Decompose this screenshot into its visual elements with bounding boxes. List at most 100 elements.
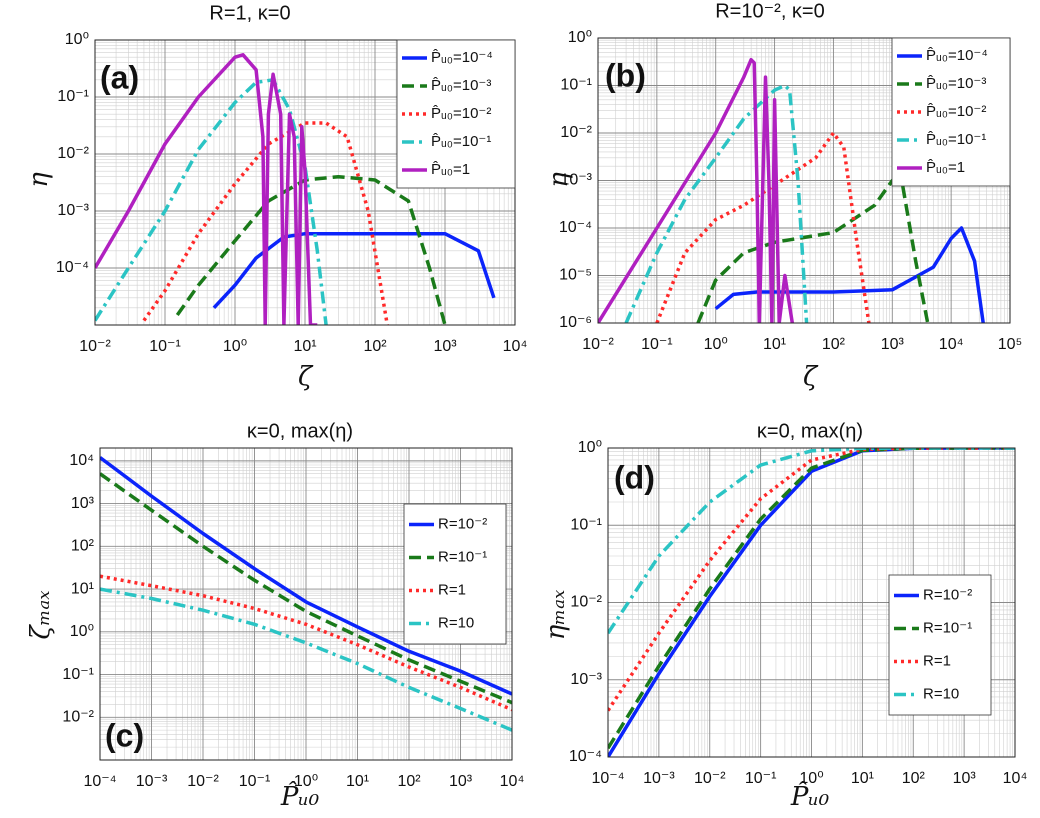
x-tick-label: 10⁻¹ bbox=[239, 773, 271, 790]
x-tick-label: 10⁻³ bbox=[643, 770, 675, 787]
legend: P̂ᵤ₀=10⁻⁴ P̂ᵤ₀=10⁻³ P̂ᵤ₀=10⁻² P̂ᵤ₀=10⁻¹ P̂ᵤ₀… bbox=[396, 39, 516, 189]
x-tick-label: 10² bbox=[822, 336, 846, 353]
series-line bbox=[714, 226, 985, 323]
legend-label: R=10 bbox=[438, 614, 474, 631]
y-axis-label: η bbox=[24, 172, 54, 188]
y-tick-label: 10⁻³ bbox=[560, 172, 592, 189]
series-line bbox=[696, 178, 930, 323]
x-axis-label: ζ bbox=[803, 362, 819, 392]
x-tick-label: 10⁻³ bbox=[136, 773, 168, 790]
x-tick-label: 10⁻¹ bbox=[641, 336, 673, 353]
x-tick-label: 10³ bbox=[953, 770, 977, 787]
plot-frame bbox=[99, 447, 513, 761]
series-line bbox=[100, 456, 512, 696]
series-line bbox=[212, 231, 496, 309]
series-line bbox=[100, 574, 512, 712]
chart-title: κ=0, max(η) bbox=[247, 420, 353, 442]
x-tick-label: 10² bbox=[397, 773, 421, 790]
y-tick-label: 10⁻¹ bbox=[62, 666, 94, 683]
x-tick-label: 10³ bbox=[449, 773, 473, 790]
x-tick-label: 10⁰ bbox=[704, 336, 728, 353]
legend: R=10⁻² R=10⁻¹ R=1 R=10 bbox=[403, 503, 507, 645]
legend-label: P̂ᵤ₀=10⁻⁴ bbox=[431, 48, 493, 65]
y-tick-label: 10⁻⁶ bbox=[559, 314, 592, 331]
panel: 10⁻² 10⁻¹ 10⁰ 10¹ 10² 10³ 10⁴ 10⁻⁴ 10⁻³ 10⁻² 10⁻¹ 1… bbox=[24, 2, 527, 392]
panel: 10⁻² 10⁻¹ 10⁰ 10¹ 10² 10³ 10⁴ 10⁵ 10⁻⁶ 10⁻⁵ 10⁻⁴ 10… bbox=[544, 0, 1022, 392]
series-line bbox=[608, 448, 1015, 635]
x-tick-label: 10⁻¹ bbox=[149, 338, 181, 355]
legend-label: R=10 bbox=[923, 685, 959, 702]
x-tick-label: 10⁰ bbox=[294, 773, 318, 790]
x-tick-label: 10⁻⁴ bbox=[83, 773, 116, 790]
panel-label: (c) bbox=[105, 717, 144, 753]
legend-label: R=1 bbox=[923, 652, 951, 669]
y-tick-label: 10⁻⁵ bbox=[559, 267, 592, 284]
x-tick-label: 10⁰ bbox=[799, 770, 823, 787]
legend-box bbox=[403, 503, 507, 645]
y-tick-label: 10⁻¹ bbox=[560, 77, 592, 94]
x-tick-label: 10³ bbox=[881, 336, 905, 353]
x-axis-label: ζ bbox=[298, 362, 314, 392]
y-axis-label: ζₘₐₓ bbox=[26, 590, 56, 639]
legend-label: P̂ᵤ₀=10⁻¹ bbox=[926, 130, 986, 147]
x-tick-label: 10³ bbox=[433, 338, 457, 355]
y-tick-label: 10⁻³ bbox=[570, 671, 602, 688]
legend-label: P̂ᵤ₀=10⁻³ bbox=[431, 76, 491, 93]
series-line bbox=[95, 53, 318, 325]
legend-box bbox=[888, 574, 992, 716]
series-line bbox=[100, 472, 512, 705]
chart-title: R=10⁻², κ=0 bbox=[715, 0, 825, 22]
y-tick-label: 10⁰ bbox=[70, 623, 94, 640]
panel: 10⁻⁴ 10⁻³ 10⁻² 10⁻¹ 10⁰ 10¹ 10² 10³ 10⁴ 10⁻² 10⁻¹ 1… bbox=[26, 420, 524, 812]
y-tick-label: 10⁻⁴ bbox=[569, 748, 602, 765]
y-tick-label: 10⁻¹ bbox=[570, 516, 602, 533]
x-tick-label: 10² bbox=[902, 770, 926, 787]
panel-label: (b) bbox=[605, 57, 646, 93]
x-tick-label: 10⁻² bbox=[582, 336, 614, 353]
x-tick-label: 10¹ bbox=[293, 338, 316, 355]
x-tick-label: 10⁴ bbox=[939, 336, 964, 353]
y-axis-label: ηₘₐₓ bbox=[541, 590, 571, 641]
chart-title: κ=0, max(η) bbox=[757, 420, 863, 442]
series-line bbox=[95, 78, 328, 325]
legend-label: P̂ᵤ₀=10⁻² bbox=[431, 104, 491, 121]
y-tick-label: 10¹ bbox=[71, 580, 94, 597]
legend-label: P̂ᵤ₀=10⁻³ bbox=[926, 74, 986, 91]
legend-label: R=1 bbox=[438, 581, 466, 598]
series-line bbox=[100, 587, 512, 732]
series-line bbox=[142, 121, 390, 325]
x-tick-label: 10⁰ bbox=[223, 338, 247, 355]
y-tick-label: 10² bbox=[71, 538, 95, 555]
legend-label: P̂ᵤ₀=10⁻⁴ bbox=[926, 46, 988, 63]
y-tick-label: 10⁰ bbox=[65, 31, 89, 48]
x-tick-label: 10⁴ bbox=[500, 773, 525, 790]
legend-label: R=10⁻¹ bbox=[923, 619, 972, 636]
legend: R=10⁻² R=10⁻¹ R=1 R=10 bbox=[888, 574, 992, 716]
plot-frame bbox=[607, 447, 1016, 758]
y-tick-label: 10⁰ bbox=[578, 439, 602, 456]
series-line bbox=[598, 57, 795, 323]
y-tick-label: 10⁻² bbox=[62, 708, 94, 725]
x-tick-label: 10⁴ bbox=[503, 338, 528, 355]
legend: P̂ᵤ₀=10⁻⁴ P̂ᵤ₀=10⁻³ P̂ᵤ₀=10⁻² P̂ᵤ₀=10⁻¹ P̂ᵤ₀… bbox=[891, 37, 1011, 187]
series-line bbox=[624, 83, 809, 323]
legend-label: P̂ᵤ₀=10⁻² bbox=[926, 102, 986, 119]
chart-title: R=1, κ=0 bbox=[209, 2, 290, 24]
x-tick-label: 10² bbox=[363, 338, 387, 355]
legend-label: P̂ᵤ₀=10⁻¹ bbox=[431, 132, 491, 149]
panel-label: (d) bbox=[614, 459, 655, 495]
x-tick-label: 10⁻² bbox=[694, 770, 726, 787]
y-tick-label: 10⁻³ bbox=[57, 202, 89, 219]
panel-label: (a) bbox=[100, 59, 139, 95]
legend-label: R=10⁻² bbox=[438, 515, 487, 532]
y-tick-label: 10⁻² bbox=[560, 124, 592, 141]
legend-label: R=10⁻¹ bbox=[438, 548, 487, 565]
y-tick-label: 10⁴ bbox=[69, 452, 94, 469]
y-tick-label: 10³ bbox=[71, 495, 95, 512]
x-tick-label: 10⁻² bbox=[187, 773, 219, 790]
legend-label: P̂ᵤ₀=1 bbox=[431, 160, 470, 177]
series-line bbox=[175, 174, 447, 325]
legend-label: P̂ᵤ₀=1 bbox=[926, 158, 965, 175]
y-tick-label: 10⁻¹ bbox=[57, 88, 89, 105]
